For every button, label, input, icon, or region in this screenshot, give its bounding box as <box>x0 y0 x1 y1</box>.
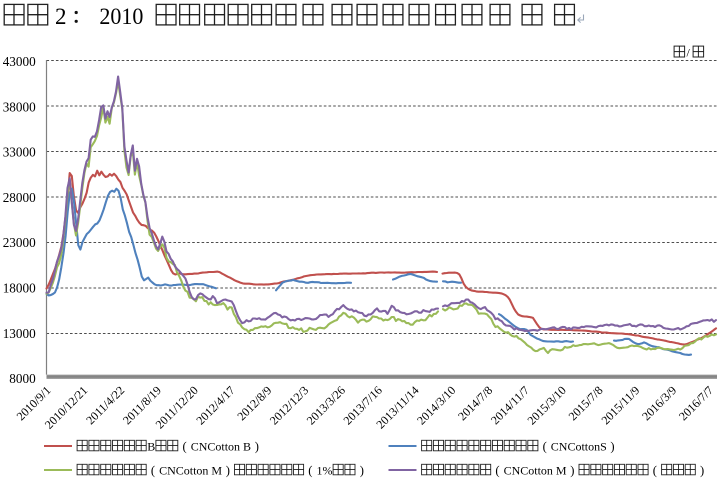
svg-text:23000: 23000 <box>3 235 36 250</box>
svg-text:/: / <box>687 46 691 60</box>
svg-text:28000: 28000 <box>3 190 36 205</box>
svg-text:B: B <box>147 439 155 453</box>
svg-text:18000: 18000 <box>3 281 36 296</box>
svg-text:2010: 2010 <box>99 4 143 29</box>
svg-text:CNCotton M: CNCotton M <box>504 463 567 477</box>
svg-text:43000: 43000 <box>3 54 36 69</box>
svg-text:8000: 8000 <box>9 371 36 386</box>
svg-text:1%: 1% <box>317 463 333 477</box>
svg-text:33000: 33000 <box>3 145 36 160</box>
svg-text:38000: 38000 <box>3 99 36 114</box>
svg-text:CNCotton M: CNCotton M <box>159 463 222 477</box>
svg-text:(: ( <box>183 439 187 453</box>
svg-text:): ) <box>610 439 614 453</box>
svg-text:): ) <box>226 463 230 477</box>
svg-text:): ) <box>570 463 574 477</box>
svg-text:CNCottonS: CNCottonS <box>551 439 607 453</box>
svg-text:(: ( <box>151 463 155 477</box>
svg-text:(: ( <box>543 439 547 453</box>
svg-text:2: 2 <box>55 4 67 29</box>
svg-text:CNCotton B: CNCotton B <box>191 439 251 453</box>
svg-text:): ) <box>255 439 259 453</box>
svg-text:): ) <box>700 463 704 477</box>
svg-text:(: ( <box>653 463 657 477</box>
svg-text:(: ( <box>495 463 499 477</box>
svg-text:(: ( <box>308 463 312 477</box>
svg-text:13000: 13000 <box>3 326 36 341</box>
svg-text:): ) <box>360 463 364 477</box>
